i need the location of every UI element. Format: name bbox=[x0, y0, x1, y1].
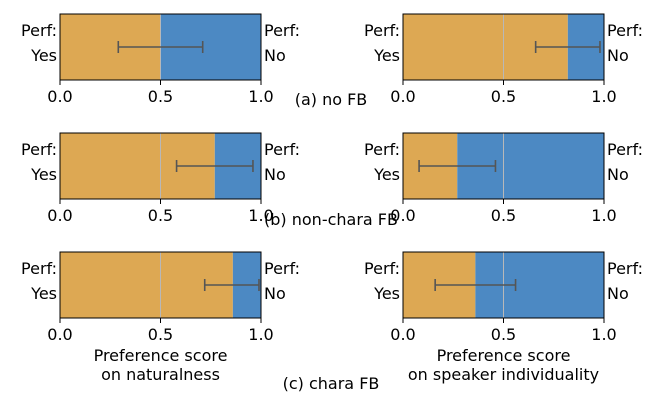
x-tick-label: 0.5 bbox=[491, 206, 516, 225]
x-tick-label: 1.0 bbox=[591, 206, 616, 225]
label-right-no: No bbox=[264, 284, 286, 303]
x-axis-label: Preference score bbox=[94, 346, 228, 365]
label-right-perf: Perf: bbox=[607, 140, 643, 159]
x-tick-label: 1.0 bbox=[591, 325, 616, 344]
x-tick-label: 1.0 bbox=[248, 87, 273, 106]
label-right-perf: Perf: bbox=[264, 21, 300, 40]
x-tick-label: 0.0 bbox=[47, 206, 72, 225]
label-left-yes: Yes bbox=[30, 165, 57, 184]
x-axis-label: Preference score bbox=[437, 346, 571, 365]
label-left-perf: Perf: bbox=[364, 259, 400, 278]
label-left-yes: Yes bbox=[373, 284, 400, 303]
panel-b-speaker_individuality: Perf: Yes Perf: No 0.0 0.5 1.0 bbox=[364, 132, 643, 225]
x-tick-label: 1.0 bbox=[591, 87, 616, 106]
label-right-no: No bbox=[607, 46, 629, 65]
panel-b-naturalness: Perf: Yes Perf: No 0.0 0.5 1.0 bbox=[21, 132, 300, 225]
caption-b: (b) non-chara FB bbox=[264, 210, 398, 229]
label-right-perf: Perf: bbox=[264, 140, 300, 159]
panel-c-speaker_individuality: Perf: Yes Perf: No 0.0 0.5 1.0 Preference score… bbox=[364, 251, 643, 384]
x-tick-label: 0.0 bbox=[47, 87, 72, 106]
panel-a-speaker_individuality: Perf: Yes Perf: No 0.0 0.5 1.0 bbox=[364, 13, 643, 106]
x-tick-label: 0.0 bbox=[47, 325, 72, 344]
label-left-perf: Perf: bbox=[364, 21, 400, 40]
caption-c: (c) chara FB bbox=[283, 374, 380, 393]
caption-a: (a) no FB bbox=[295, 90, 368, 109]
x-axis-label: on naturalness bbox=[101, 365, 220, 384]
x-tick-label: 0.0 bbox=[390, 325, 415, 344]
panel-a-naturalness: Perf: Yes Perf: No 0.0 0.5 1.0 bbox=[21, 13, 300, 106]
panel-c-naturalness: Perf: Yes Perf: No 0.0 0.5 1.0 Preference score… bbox=[21, 251, 300, 384]
x-tick-label: 1.0 bbox=[248, 325, 273, 344]
label-right-no: No bbox=[264, 46, 286, 65]
x-tick-label: 0.5 bbox=[491, 87, 516, 106]
x-tick-label: 0.5 bbox=[148, 206, 173, 225]
label-left-yes: Yes bbox=[30, 46, 57, 65]
label-right-perf: Perf: bbox=[607, 259, 643, 278]
label-left-yes: Yes bbox=[373, 165, 400, 184]
label-left-perf: Perf: bbox=[21, 140, 57, 159]
panels: Perf: Yes Perf: No 0.0 0.5 1.0 Perf: Yes Perf: No 0… bbox=[21, 13, 643, 384]
label-left-perf: Perf: bbox=[364, 140, 400, 159]
label-left-perf: Perf: bbox=[21, 21, 57, 40]
label-right-perf: Perf: bbox=[264, 259, 300, 278]
x-tick-label: 1.0 bbox=[248, 206, 273, 225]
x-axis-label: on speaker individuality bbox=[408, 365, 599, 384]
label-left-yes: Yes bbox=[30, 284, 57, 303]
label-right-no: No bbox=[607, 284, 629, 303]
x-tick-label: 0.5 bbox=[491, 325, 516, 344]
label-right-no: No bbox=[607, 165, 629, 184]
x-tick-label: 0.0 bbox=[390, 206, 415, 225]
label-right-no: No bbox=[264, 165, 286, 184]
label-right-perf: Perf: bbox=[607, 21, 643, 40]
x-tick-label: 0.5 bbox=[148, 325, 173, 344]
x-tick-label: 0.5 bbox=[148, 87, 173, 106]
label-left-yes: Yes bbox=[373, 46, 400, 65]
x-tick-label: 0.0 bbox=[390, 87, 415, 106]
label-left-perf: Perf: bbox=[21, 259, 57, 278]
